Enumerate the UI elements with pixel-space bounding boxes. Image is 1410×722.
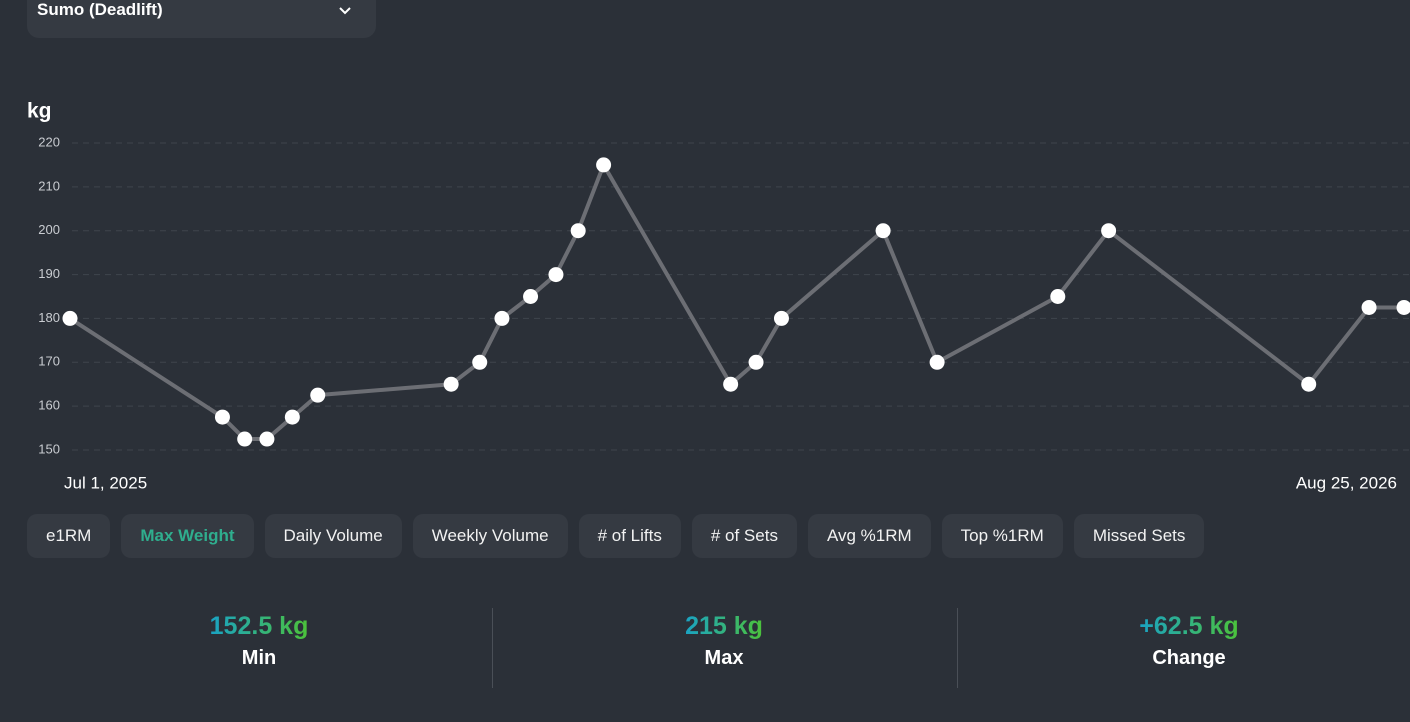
data-point (748, 354, 764, 370)
x-tick-label: Aug 25, 2026 (1296, 473, 1397, 492)
stat-value: +62.5 kg (1139, 612, 1239, 640)
metric-tabs: e1RM Max Weight Daily Volume Weekly Volume #… (27, 514, 1205, 558)
y-tick-label: 180 (38, 310, 60, 325)
data-point (494, 310, 510, 326)
chart: kg 150 160 170 180 190 200 210 220 Jul 1, 2025 Au… (27, 100, 1410, 492)
data-point (62, 310, 78, 326)
stat-card: +62.5 kg Change (1039, 612, 1339, 670)
data-point (929, 354, 945, 370)
data-point (596, 157, 612, 173)
data-point (1301, 376, 1317, 392)
data-point (1361, 299, 1377, 315)
y-tick-label: 190 (38, 266, 60, 281)
data-point (214, 409, 230, 425)
dropdown-label: Sumo (Deadlift) (37, 0, 163, 19)
data-point (548, 267, 564, 283)
metric-tab[interactable]: Avg %1RM (807, 514, 931, 558)
data-point (259, 431, 275, 447)
y-tick-label: 150 (38, 441, 60, 456)
stat-value: 215 kg (685, 612, 763, 640)
metric-tab[interactable]: Missed Sets (1073, 514, 1205, 558)
data-point (523, 289, 539, 304)
y-tick-label: 170 (38, 354, 60, 369)
data-point (1396, 299, 1410, 315)
exercise-dropdown[interactable]: Sumo (Deadlift) (27, 0, 376, 38)
metric-tab[interactable]: Max Weight (121, 514, 254, 558)
y-tick-label: 160 (38, 398, 60, 413)
series-line (68, 162, 1404, 442)
metric-tab[interactable]: Top %1RM (941, 514, 1063, 558)
metric-tab[interactable]: Weekly Volume (412, 514, 568, 558)
stat-label: Min (241, 647, 277, 669)
stat-value: 152.5 kg (209, 612, 309, 640)
divider (491, 608, 493, 688)
data-point (570, 223, 586, 239)
x-tick-label: Jul 1, 2025 (64, 473, 147, 492)
y-axis-label: kg (27, 100, 52, 123)
data-point (284, 409, 300, 425)
data-point (310, 387, 326, 403)
data-point (723, 376, 739, 392)
stat-card: 152.5 kg Min (109, 612, 409, 670)
stat-label: Max (704, 647, 744, 669)
metric-tab[interactable]: Daily Volume (264, 514, 402, 558)
divider (956, 608, 958, 688)
data-point (875, 223, 891, 239)
y-tick-label: 220 (38, 134, 60, 149)
y-tick-label: 210 (38, 178, 60, 193)
stat-card: 215 kg Max (574, 612, 874, 670)
data-point (1050, 289, 1066, 304)
data-point (237, 431, 253, 447)
chevron-icon (339, 7, 351, 15)
y-tick-label: 200 (38, 222, 60, 237)
data-point (443, 376, 459, 392)
metric-tab[interactable]: e1RM (27, 514, 111, 558)
metric-tab[interactable]: # of Sets (691, 514, 797, 558)
metric-tab[interactable]: # of Lifts (578, 514, 681, 558)
data-point (472, 354, 488, 370)
data-point (1101, 223, 1117, 239)
data-point (773, 310, 789, 326)
stat-label: Change (1152, 647, 1226, 669)
